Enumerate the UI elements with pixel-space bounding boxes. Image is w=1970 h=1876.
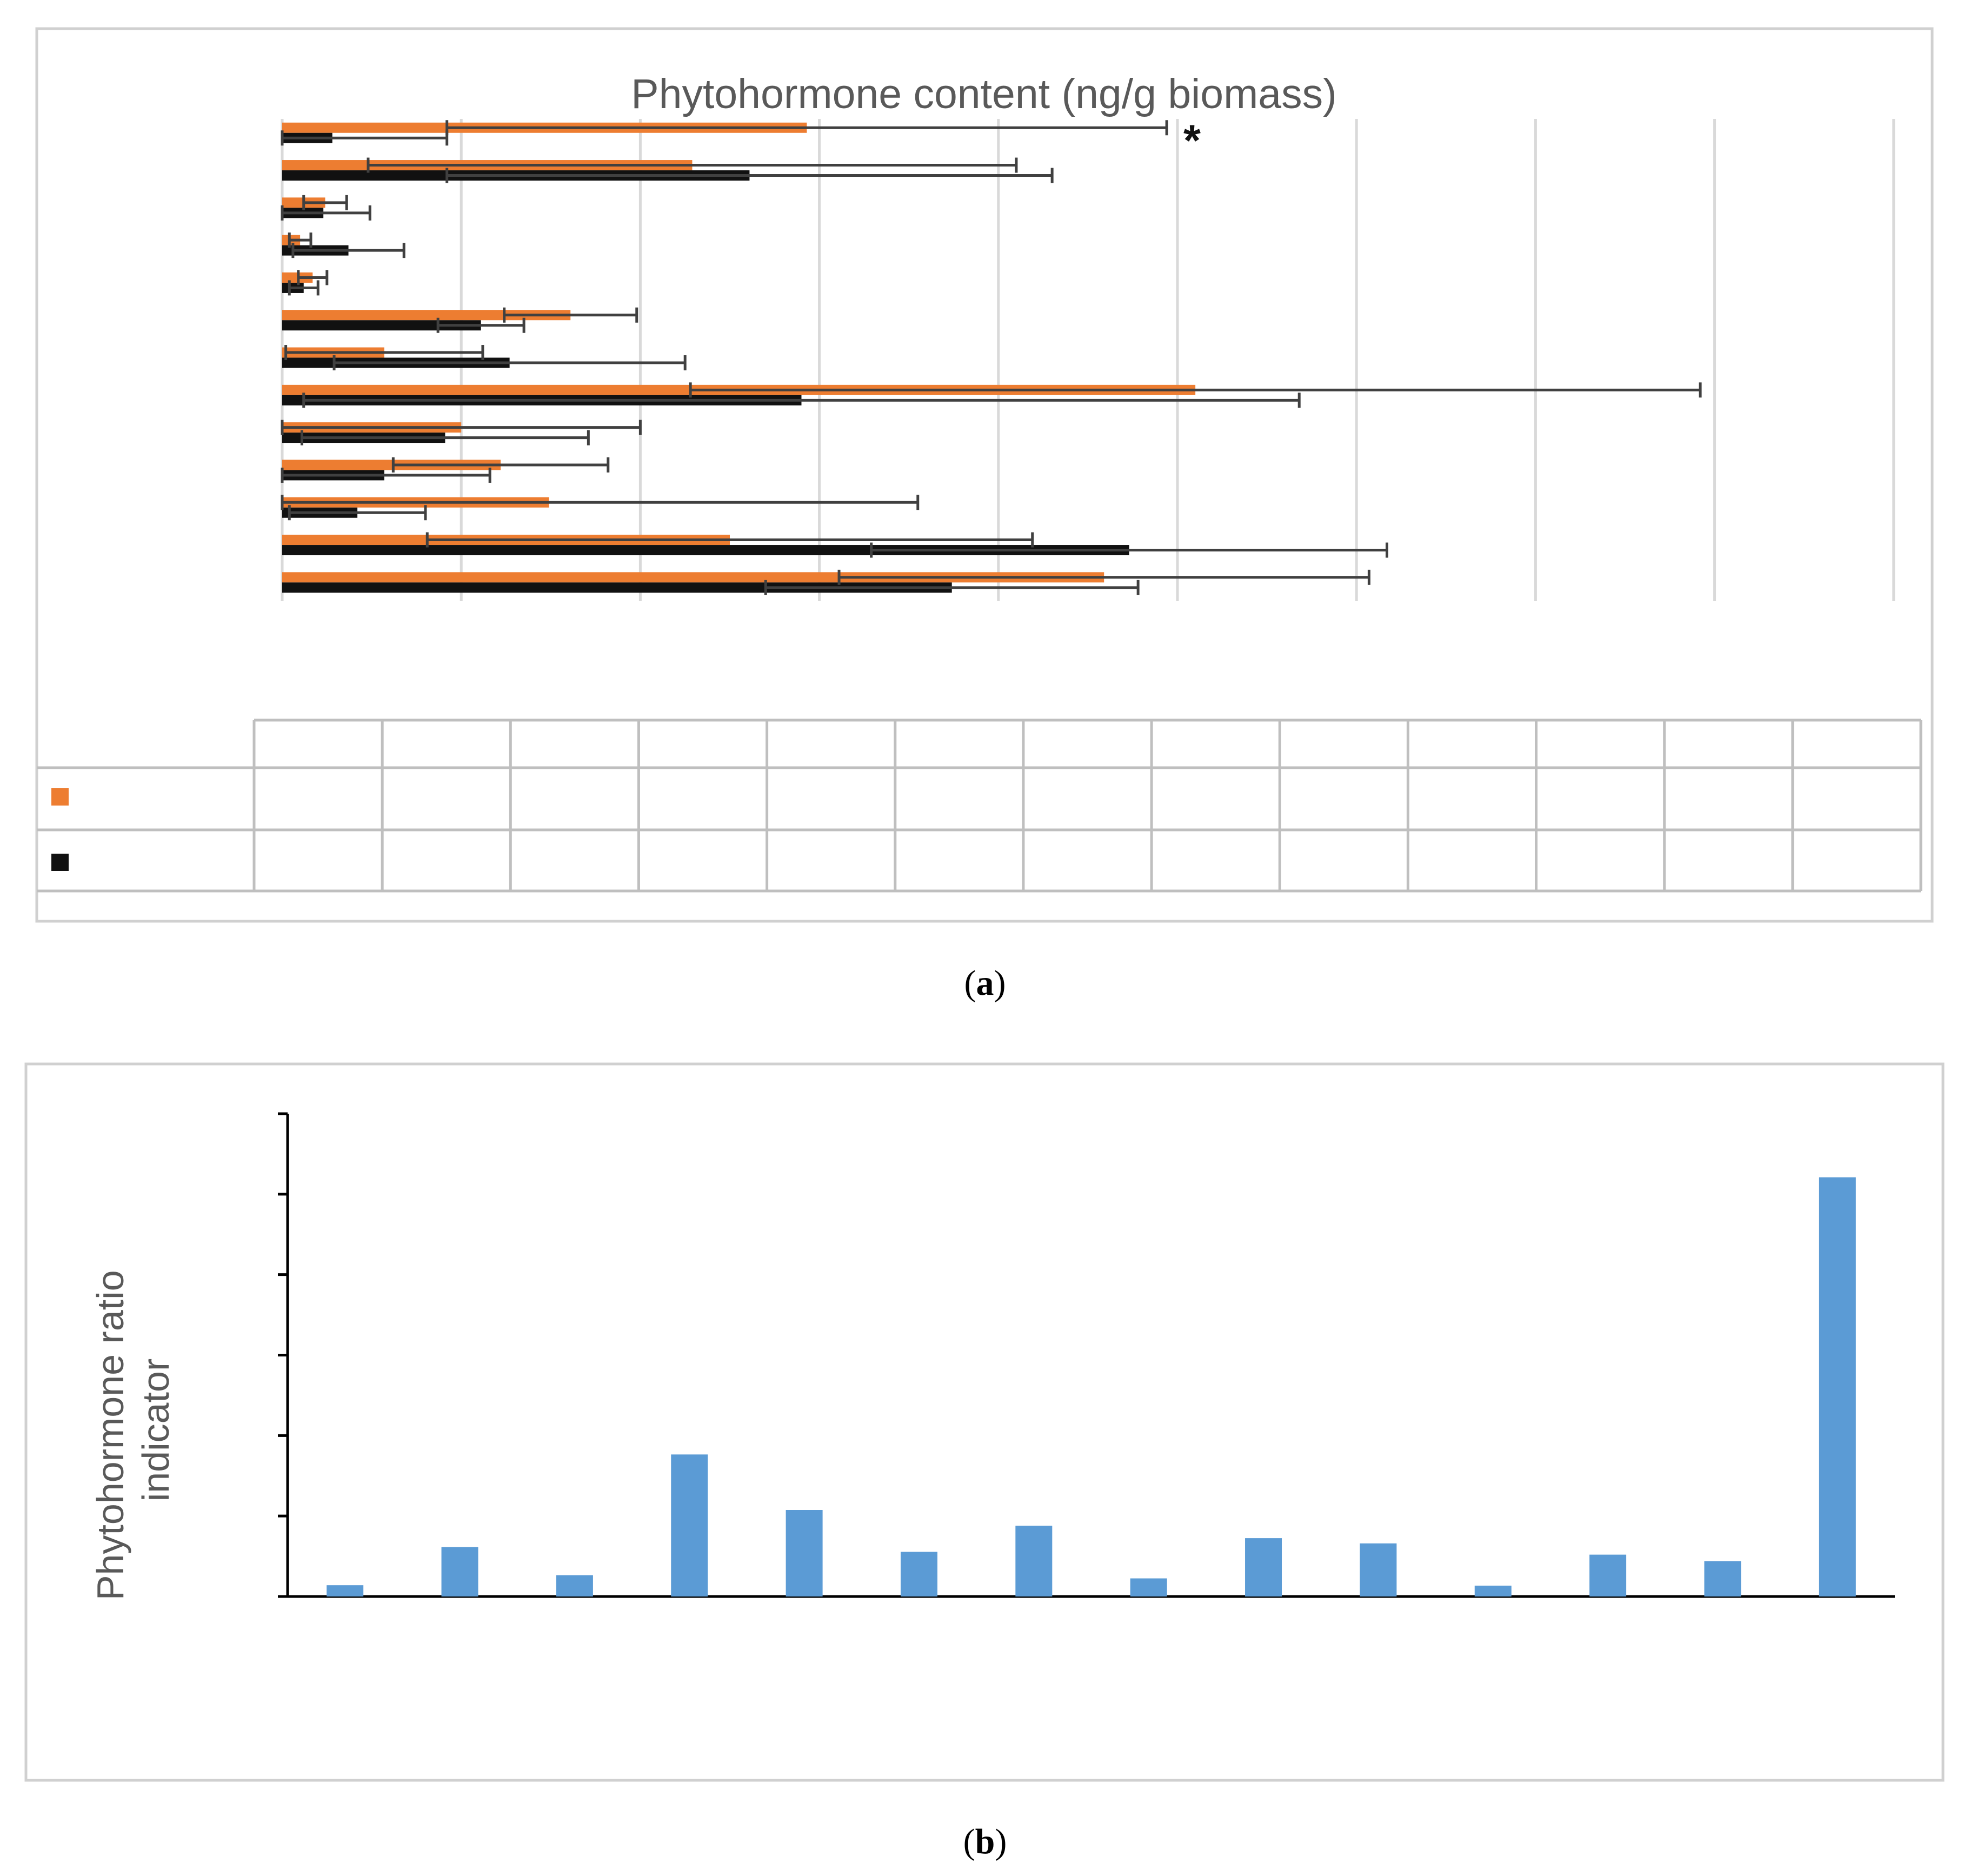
bar-silent-dzgs	[282, 310, 571, 321]
error-bar-silent-tz7g	[281, 495, 920, 510]
chart-a-title: Phytohormone content (ng/g biomass)	[631, 71, 1336, 117]
bar-aba	[1704, 1561, 1741, 1596]
bar-tackx1	[327, 1585, 364, 1596]
chart-b-axes	[278, 1112, 1895, 1598]
error-bar-silent-tz	[837, 569, 1370, 585]
panel-a-frame	[35, 27, 1934, 923]
bar-nonsilent-dzgs	[282, 320, 481, 331]
bar-ga	[1819, 1177, 1856, 1596]
legend-key-silent	[51, 788, 69, 806]
chart-a-bars	[282, 122, 1196, 593]
error-bar-silent-czog	[284, 345, 484, 361]
panel-b-frame	[24, 1062, 1945, 1782]
bar-silent-tz9gog	[282, 460, 501, 470]
bar-tz	[441, 1547, 478, 1596]
bar-cz	[1015, 1526, 1053, 1596]
error-bar-nonsilent-tz9g	[870, 542, 1389, 558]
error-bar-nonsilent-czog	[332, 355, 687, 371]
bar-czog	[1130, 1578, 1167, 1596]
error-bar-nonsilent-ga	[281, 130, 449, 146]
bar-tz9gog	[786, 1510, 823, 1596]
bar-ip	[1360, 1543, 1397, 1596]
error-bar-silent-ba	[288, 232, 312, 248]
error-bar-silent-ip	[297, 270, 329, 285]
bar-tz7g	[671, 1454, 708, 1596]
error-bar-silent-ga	[445, 120, 1168, 136]
error-bar-nonsilent-iaa	[281, 205, 371, 221]
error-bar-silent-dzgs	[503, 307, 638, 323]
error-bar-silent-tzog	[281, 420, 642, 435]
bar-iaa	[1589, 1554, 1627, 1596]
error-bar-nonsilent-cz	[302, 393, 1301, 408]
error-bar-nonsilent-tz9gog	[281, 467, 491, 483]
bar-dzgs	[1245, 1538, 1282, 1596]
error-bar-silent-cz	[689, 382, 1702, 398]
error-bar-nonsilent-aba	[445, 168, 1054, 183]
error-bar-nonsilent-tzog	[300, 430, 590, 445]
caption-b: (b)	[963, 1822, 1007, 1861]
error-bar-nonsilent-tz	[764, 580, 1140, 595]
bar-tz9g	[556, 1575, 593, 1596]
chart-b-y-axis-label: Phytohormone ratio indicator	[89, 1260, 177, 1600]
caption-a: (a)	[964, 963, 1006, 1003]
chart-a-gridlines	[281, 119, 1895, 601]
error-bar-silent-aba	[367, 157, 1018, 173]
legend-key-nonsilent	[51, 854, 69, 871]
bar-ba	[1474, 1585, 1512, 1596]
error-bar-silent-tz9gog	[391, 457, 610, 473]
chart-b-bars	[327, 1177, 1856, 1596]
error-bar-nonsilent-ba	[291, 243, 405, 258]
error-bar-silent-iaa	[302, 195, 348, 210]
error-bar-nonsilent-ip	[288, 280, 320, 296]
error-bar-silent-tz9g	[425, 532, 1034, 548]
error-bar-nonsilent-tz7g	[288, 505, 427, 521]
bar-nonsilent-tz9g	[282, 545, 1129, 556]
bar-tzog	[900, 1552, 937, 1596]
bar-silent-tz	[282, 572, 1104, 583]
error-bar-nonsilent-dzgs	[436, 317, 525, 333]
bar-nonsilent-tz	[282, 582, 952, 593]
chart-a-significance-mark: *	[1183, 116, 1201, 165]
chart-a-data-table	[37, 719, 1922, 893]
chart-a-error-bars	[281, 120, 1702, 595]
